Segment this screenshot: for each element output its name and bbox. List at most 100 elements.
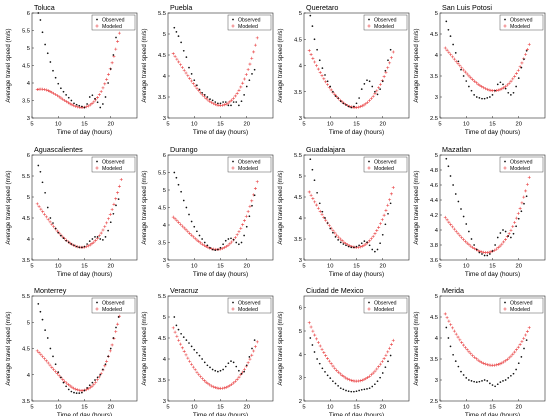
observed-point bbox=[489, 96, 491, 98]
legend-modeled-label: Modeled bbox=[238, 24, 258, 30]
modeled-point bbox=[97, 375, 101, 379]
observed-point bbox=[73, 102, 75, 105]
legend-observed-label: Observed bbox=[102, 300, 125, 306]
x-tick-label: 20 bbox=[380, 122, 386, 128]
y-axis-label: Average travel speed (m/s) bbox=[277, 28, 284, 102]
legend-box bbox=[363, 14, 408, 31]
observed-point bbox=[515, 368, 517, 371]
modeled-point bbox=[509, 79, 513, 83]
observed-point bbox=[173, 171, 176, 174]
modeled-point bbox=[518, 65, 522, 69]
modeled-point bbox=[316, 341, 320, 345]
modeled-point bbox=[347, 378, 351, 382]
modeled-point bbox=[250, 56, 254, 60]
modeled-point bbox=[447, 50, 451, 54]
observed-point bbox=[353, 105, 355, 108]
modeled-point bbox=[206, 382, 210, 386]
observed-point bbox=[112, 212, 115, 215]
modeled-point bbox=[177, 220, 181, 224]
observed-point bbox=[196, 230, 198, 233]
modeled-point bbox=[64, 381, 68, 385]
modeled-point bbox=[173, 54, 177, 58]
observed-point bbox=[520, 66, 523, 69]
modeled-point bbox=[97, 93, 101, 97]
y-tick-label: 5.5 bbox=[22, 174, 30, 180]
modeled-point bbox=[320, 74, 324, 78]
modeled-point bbox=[443, 46, 447, 50]
observed-point bbox=[502, 229, 504, 231]
modeled-point bbox=[338, 237, 342, 241]
observed-point bbox=[337, 238, 339, 241]
observed-point bbox=[112, 337, 115, 339]
modeled-point bbox=[502, 240, 506, 244]
observed-point bbox=[224, 365, 227, 368]
observed-point bbox=[376, 93, 379, 96]
observed-point bbox=[499, 232, 502, 234]
modeled-point bbox=[447, 319, 451, 323]
y-tick-label: 5 bbox=[299, 329, 302, 335]
observed-point bbox=[478, 96, 481, 99]
modeled-point bbox=[110, 208, 114, 212]
legend-modeled-marker bbox=[503, 24, 507, 28]
observed-point bbox=[182, 336, 185, 339]
modeled-point bbox=[460, 341, 464, 345]
plot-frame bbox=[303, 154, 410, 261]
y-tick-label: 3.5 bbox=[158, 378, 166, 384]
observed-point bbox=[214, 101, 217, 103]
observed-point bbox=[253, 194, 256, 197]
modeled-point bbox=[513, 220, 517, 224]
modeled-point bbox=[516, 345, 520, 349]
observed-point bbox=[368, 244, 371, 247]
modeled-point bbox=[182, 68, 186, 72]
x-tick-label: 20 bbox=[108, 405, 114, 411]
observed-point bbox=[248, 79, 251, 82]
observed-point bbox=[81, 246, 83, 249]
modeled-point bbox=[458, 338, 462, 342]
modeled-point bbox=[241, 223, 245, 227]
x-tick-label: 5 bbox=[302, 264, 305, 270]
modeled-point bbox=[451, 55, 455, 59]
modeled-point bbox=[105, 359, 109, 363]
observed-point bbox=[94, 379, 96, 381]
modeled-point bbox=[465, 241, 469, 245]
modeled-point bbox=[340, 239, 344, 243]
modeled-point bbox=[242, 367, 246, 371]
modeled-point bbox=[458, 64, 462, 68]
y-tick-label: 3 bbox=[299, 376, 302, 382]
y-axis-label: Average travel speed (m/s) bbox=[5, 28, 12, 102]
legend-observed-label: Observed bbox=[238, 159, 261, 165]
legend-box bbox=[91, 14, 136, 31]
modeled-point bbox=[195, 86, 199, 90]
modeled-point bbox=[90, 384, 94, 388]
observed-point bbox=[211, 248, 214, 251]
modeled-point bbox=[474, 357, 478, 361]
observed-point bbox=[342, 102, 345, 105]
y-tick-label: 5 bbox=[435, 294, 438, 300]
modeled-point bbox=[327, 359, 331, 363]
observed-point bbox=[366, 241, 368, 244]
observed-point bbox=[243, 94, 245, 96]
observed-point bbox=[473, 380, 475, 383]
observed-point bbox=[46, 337, 49, 339]
observed-point bbox=[37, 164, 40, 167]
observed-point bbox=[57, 371, 60, 373]
y-tick-label: 4.4 bbox=[430, 198, 439, 204]
modeled-point bbox=[311, 197, 315, 201]
y-tick-label: 3 bbox=[27, 116, 30, 122]
modeled-point bbox=[248, 204, 252, 208]
legend-box bbox=[499, 14, 544, 31]
observed-point bbox=[350, 246, 353, 249]
x-tick-label: 5 bbox=[166, 405, 169, 411]
modeled-point bbox=[509, 354, 513, 358]
modeled-point bbox=[41, 87, 45, 91]
observed-point bbox=[517, 77, 520, 79]
modeled-point bbox=[90, 102, 94, 106]
modeled-point bbox=[88, 386, 92, 390]
observed-point bbox=[494, 244, 496, 246]
observed-point bbox=[185, 56, 188, 58]
observed-point bbox=[360, 88, 363, 90]
observed-point bbox=[240, 372, 243, 375]
modeled-point bbox=[520, 339, 524, 343]
modeled-point bbox=[117, 31, 121, 35]
